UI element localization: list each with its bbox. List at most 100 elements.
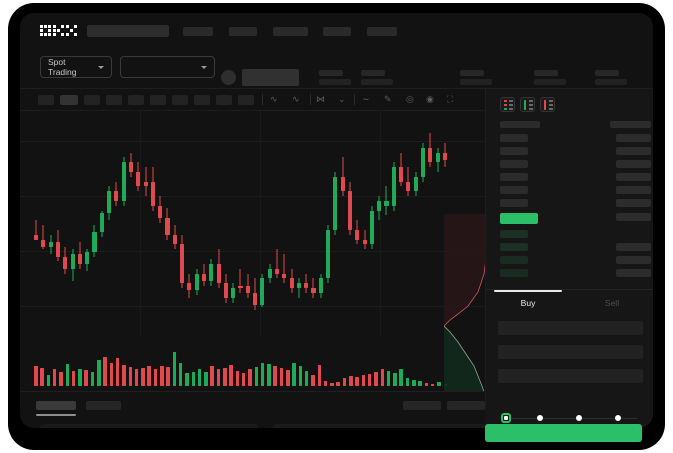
settings-icon[interactable]: ◉: [426, 94, 434, 104]
timeframe-3[interactable]: [106, 95, 122, 105]
volume-bar: [172, 352, 177, 386]
orderbook-amount-row: [616, 269, 651, 277]
volume-bar: [147, 365, 151, 386]
volume-bar: [191, 371, 196, 386]
candle: [41, 111, 46, 324]
order-field-1[interactable]: [498, 345, 643, 359]
orderbook-panel: Buy Sell: [485, 89, 653, 428]
orderbook-ask-row[interactable]: [500, 173, 528, 181]
price-chart[interactable]: [20, 111, 496, 428]
trading-pair-select[interactable]: [120, 56, 215, 78]
orderbook-ask-row[interactable]: [500, 134, 528, 142]
chart-gridline: [380, 111, 381, 336]
orderbook-both-icon[interactable]: [500, 97, 515, 112]
orderbook-spread-row[interactable]: [500, 213, 538, 224]
candle: [267, 111, 272, 324]
timeframe-7[interactable]: [194, 95, 210, 105]
timeframe-2[interactable]: [84, 95, 100, 105]
fib-icon[interactable]: ⋈: [316, 94, 325, 104]
stat-label-4: [595, 70, 619, 76]
candle: [223, 111, 228, 324]
orderbook-ask-row[interactable]: [500, 160, 528, 168]
volume-bar: [424, 382, 429, 386]
orderbook-bid-row[interactable]: [500, 269, 528, 277]
timeframe-8[interactable]: [216, 95, 232, 105]
nav-item-2[interactable]: [273, 27, 308, 36]
orderbook-bid-row[interactable]: [500, 256, 528, 264]
chart-gridline: [260, 111, 261, 336]
okx-logo-icon[interactable]: [40, 25, 77, 36]
bottom-orders-panel: [20, 391, 495, 428]
fullscreen-icon[interactable]: ⛶: [447, 94, 454, 104]
bottom-action-1[interactable]: [447, 401, 485, 410]
orderbook-ask-row[interactable]: [500, 147, 528, 155]
carousel-dot-active[interactable]: [501, 412, 511, 423]
candle: [85, 111, 90, 324]
ray-icon[interactable]: ∿: [292, 94, 300, 104]
candle: [231, 111, 236, 324]
candle: [63, 111, 68, 324]
timeframe-1[interactable]: [60, 95, 78, 105]
timeframe-9[interactable]: [238, 95, 254, 105]
bottom-tab-0[interactable]: [36, 401, 76, 410]
chevron-down-icon: [201, 65, 207, 69]
carousel-dot-3[interactable]: [615, 414, 621, 421]
volume-bar: [254, 367, 259, 386]
volume-bar: [166, 367, 170, 386]
wave-icon[interactable]: ∼: [362, 94, 370, 104]
volume-bar: [298, 366, 303, 386]
candle: [143, 111, 148, 324]
nav-item-3[interactable]: [323, 27, 351, 36]
search-input[interactable]: [87, 25, 169, 37]
candle: [70, 111, 75, 324]
timeframe-6[interactable]: [172, 95, 188, 105]
tab-buy[interactable]: Buy: [520, 298, 536, 308]
candle: [282, 111, 287, 324]
orderbook-bid-row[interactable]: [500, 243, 528, 251]
orderbook-ask-row[interactable]: [500, 199, 528, 207]
candle: [304, 111, 309, 324]
stat-label-3: [534, 70, 558, 76]
stat-value-1: [361, 79, 393, 85]
timeframe-4[interactable]: [128, 95, 144, 105]
volume-bar: [71, 370, 76, 386]
orderbook-amount-row: [616, 186, 651, 194]
timeframe-5[interactable]: [150, 95, 166, 105]
bottom-action-0[interactable]: [403, 401, 441, 410]
nav-item-4[interactable]: [367, 27, 397, 36]
camera-icon[interactable]: ◎: [406, 94, 414, 104]
trendline-icon[interactable]: ∿: [270, 94, 278, 104]
candle: [180, 111, 185, 324]
candle: [318, 111, 323, 324]
orderbook-bids-icon[interactable]: [520, 97, 535, 112]
stat-label-0: [319, 70, 343, 76]
nav-item-0[interactable]: [183, 27, 213, 36]
candle: [77, 111, 82, 324]
carousel-dot-1[interactable]: [537, 414, 543, 421]
volume-bar: [279, 367, 284, 386]
market-type-select[interactable]: Spot Trading: [40, 56, 112, 78]
volume-bar: [65, 364, 70, 386]
chevron-down-icon[interactable]: ⌄: [338, 94, 346, 104]
volume-bar: [52, 369, 57, 386]
tab-sell[interactable]: Sell: [604, 298, 620, 308]
active-tab-underline: [494, 290, 562, 292]
orderbook-amount-row: [616, 199, 651, 207]
volume-bar: [311, 374, 315, 386]
order-field-0[interactable]: [498, 321, 643, 335]
orderbook-bid-row[interactable]: [500, 230, 528, 238]
device-screen: Spot Trading: [20, 13, 653, 428]
timeframe-0[interactable]: [38, 95, 54, 105]
volume-bar: [437, 382, 441, 386]
carousel-dot-2[interactable]: [576, 414, 582, 421]
order-field-2[interactable]: [498, 369, 643, 383]
primary-cta-button[interactable]: [485, 424, 642, 442]
orderbook-ask-row[interactable]: [500, 186, 528, 194]
bottom-tab-1[interactable]: [86, 401, 121, 410]
volume-bar: [405, 378, 410, 386]
ruler-icon[interactable]: ✎: [384, 94, 392, 104]
volume-bar: [160, 366, 164, 386]
orderbook-asks-icon[interactable]: [540, 97, 555, 112]
nav-item-1[interactable]: [229, 27, 257, 36]
